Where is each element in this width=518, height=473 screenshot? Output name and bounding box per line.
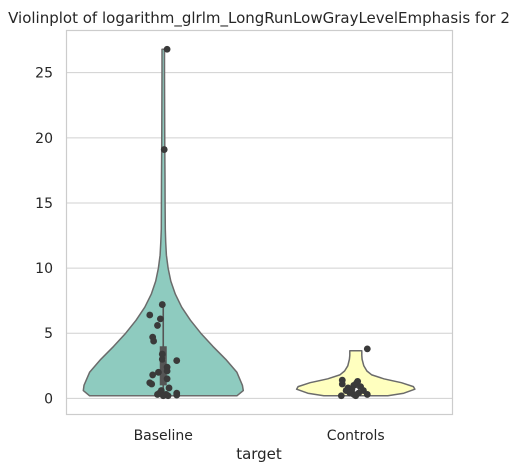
data-point	[163, 45, 171, 53]
data-point	[156, 315, 164, 323]
y-tick-label: 15	[35, 196, 53, 212]
data-point	[154, 391, 161, 398]
y-tick-label: 20	[35, 131, 53, 147]
y-tick-label: 5	[44, 326, 53, 342]
y-tick-label: 0	[44, 391, 53, 407]
data-point	[158, 355, 166, 363]
chart-title: Violinplot of logarithm_glrlm_LongRunLow…	[8, 9, 510, 28]
data-point	[173, 391, 181, 399]
data-point	[165, 384, 173, 392]
data-point	[149, 371, 157, 379]
violins	[82, 45, 416, 400]
violin-controls	[295, 350, 416, 397]
x-tick-label: Baseline	[134, 428, 193, 444]
data-point	[158, 301, 166, 308]
y-axis: 0 5 10 15 20 25	[35, 66, 53, 408]
data-point	[337, 392, 345, 400]
x-tick-label: Controls	[327, 428, 385, 444]
data-point	[159, 392, 167, 400]
quartile-box	[159, 346, 167, 386]
x-axis-label: target	[236, 445, 282, 463]
data-point	[163, 375, 171, 383]
data-point	[363, 345, 371, 353]
data-point	[148, 380, 156, 388]
data-point	[146, 311, 154, 319]
data-point	[173, 357, 181, 364]
x-axis: Baseline Controls	[134, 428, 385, 444]
data-point	[154, 322, 161, 329]
data-point	[155, 368, 162, 376]
data-point	[150, 337, 158, 345]
violin-baseline	[82, 48, 245, 397]
data-point	[363, 391, 371, 398]
y-tick-label: 10	[35, 261, 53, 277]
data-point	[338, 380, 346, 388]
data-point	[352, 392, 360, 400]
data-point	[163, 367, 171, 375]
data-point	[164, 392, 172, 400]
plot-border	[65, 29, 454, 416]
y-tick-label: 25	[35, 66, 53, 82]
data-point	[160, 146, 168, 153]
data-point	[158, 350, 166, 358]
